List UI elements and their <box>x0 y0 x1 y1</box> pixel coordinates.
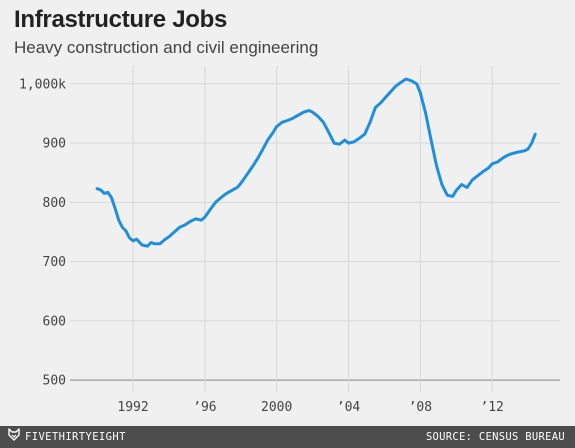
y-tick-label: 700 <box>43 255 66 270</box>
footer-bar: FIVETHIRTYEIGHT SOURCE: CENSUS BUREAU <box>0 426 575 448</box>
brand-name: FIVETHIRTYEIGHT <box>25 431 126 443</box>
series-line <box>95 77 537 248</box>
chart-subtitle: Heavy construction and civil engineering <box>14 38 319 57</box>
x-tick-label: ’04 <box>337 400 361 415</box>
y-tick-label: 800 <box>43 196 66 211</box>
x-tick-label: ’12 <box>480 400 503 415</box>
fivethirtyeight-fox-icon <box>8 428 20 446</box>
grid <box>70 66 560 392</box>
axis-tick-labels: 500 600 700 800 900 1,000k 1992 ’96 2000 ’04 ’08 ’1… <box>19 77 504 415</box>
source-credit: SOURCE: CENSUS BUREAU <box>425 431 565 443</box>
x-tick-label: 1992 <box>117 400 148 415</box>
line-chart: 500 600 700 800 900 1,000k 1992 ’96 2000 ’04 ’08 ’1… <box>19 66 560 415</box>
x-tick-label: ’96 <box>193 400 216 415</box>
y-tick-label: 1,000k <box>19 77 66 92</box>
chart-title: Infrastructure Jobs <box>14 6 228 33</box>
y-tick-label: 900 <box>43 137 66 152</box>
x-tick-label: 2000 <box>261 400 292 415</box>
brand[interactable]: FIVETHIRTYEIGHT <box>8 428 126 446</box>
y-tick-label: 600 <box>43 314 66 329</box>
y-tick-label: 500 <box>43 374 66 389</box>
x-tick-label: ’08 <box>409 400 432 415</box>
series <box>95 77 537 248</box>
